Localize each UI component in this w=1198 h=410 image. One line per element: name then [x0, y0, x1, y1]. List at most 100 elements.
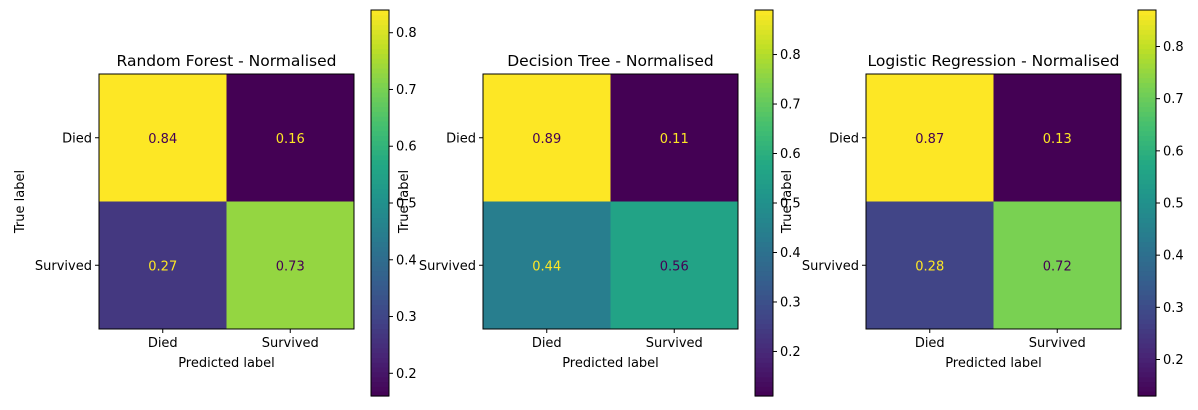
cell-value-label: 0.11: [660, 132, 689, 147]
colorbar-segment: [371, 96, 389, 103]
colorbar-segment: [1138, 24, 1156, 30]
colorbar-segment: [371, 159, 389, 165]
colorbar-segment: [371, 145, 389, 151]
colorbar-segment: [1138, 101, 1156, 108]
cell-value-label: 0.13: [1043, 132, 1072, 147]
y-tick-label: Died: [446, 131, 476, 146]
colorbar-segment: [371, 333, 389, 339]
colorbar-segment: [371, 362, 389, 368]
colorbar-segment: [1138, 43, 1156, 50]
colorbar-segment: [755, 328, 773, 334]
x-axis-label: Predicted label: [178, 356, 275, 371]
colorbar-segment: [755, 67, 773, 74]
colorbar-segment: [1138, 251, 1156, 257]
colorbar-segment: [755, 381, 773, 387]
colorbar-segment: [371, 207, 389, 214]
colorbar-segment: [755, 357, 773, 363]
colorbar-segment: [1138, 130, 1156, 137]
colorbar-segment: [371, 24, 389, 30]
matrix-cell: [226, 201, 354, 329]
colorbar-segment: [755, 376, 773, 383]
colorbar-segment: [755, 333, 773, 339]
colorbar-segment: [371, 246, 389, 252]
colorbar-segment: [1138, 362, 1156, 368]
colorbar-segment: [755, 318, 773, 325]
colorbar-segment: [1138, 328, 1156, 334]
colorbar-segment: [1138, 29, 1156, 35]
colorbar-segment: [1138, 299, 1156, 305]
colorbar-segment: [1138, 222, 1156, 228]
colorbar-segment: [1138, 212, 1156, 219]
colorbar-tick-label: 0.8: [780, 48, 801, 63]
colorbar-segment: [1138, 309, 1156, 315]
colorbar-segment: [755, 96, 773, 103]
colorbar-segment: [1138, 178, 1156, 185]
colorbar-segment: [1138, 53, 1156, 59]
colorbar-tick-label: 0.3: [1163, 301, 1184, 316]
colorbar-segment: [1138, 207, 1156, 214]
colorbar-segment: [1138, 198, 1156, 204]
cell-value-label: 0.87: [915, 132, 944, 147]
colorbar-segment: [371, 318, 389, 325]
colorbar-segment: [755, 53, 773, 59]
colorbar-segment: [755, 260, 773, 267]
colorbar-segment: [371, 270, 389, 276]
matrix-frame: [98, 73, 355, 330]
colorbar-tick-label: 0.2: [780, 345, 801, 360]
colorbar-segment: [371, 386, 389, 392]
colorbar-segment: [1138, 188, 1156, 194]
colorbar-segment: [755, 391, 773, 397]
colorbar-segment: [1138, 371, 1156, 378]
colorbar-segment: [371, 111, 389, 117]
colorbar-segment: [371, 183, 389, 190]
colorbar-segment: [1138, 174, 1156, 180]
colorbar-segment: [371, 77, 389, 83]
colorbar-segment: [371, 338, 389, 344]
matrix-cell: [993, 201, 1121, 329]
cell-value-label: 0.73: [276, 259, 305, 274]
colorbar-segment: [755, 169, 773, 175]
colorbar-segment: [1138, 280, 1156, 286]
colorbar-tick-label: 0.3: [396, 310, 417, 325]
colorbar-segment: [371, 212, 389, 219]
colorbar-tick-label: 0.6: [780, 147, 801, 162]
colorbar-segment: [371, 347, 389, 354]
colorbar-segment: [755, 222, 773, 228]
colorbar-segment: [1138, 67, 1156, 74]
colorbar-segment: [755, 120, 773, 127]
colorbar-segment: [371, 188, 389, 194]
colorbar-segment: [1138, 38, 1156, 45]
x-tick-label: Survived: [1029, 336, 1086, 351]
colorbar-segment: [371, 222, 389, 228]
colorbar-tick-label: 0.8: [1163, 40, 1184, 55]
colorbar-segment: [1138, 270, 1156, 276]
x-tick-label: Survived: [262, 336, 319, 351]
colorbar-segment: [371, 87, 389, 93]
colorbar-segment: [755, 140, 773, 146]
colorbar-segment: [1138, 96, 1156, 103]
colorbar-segment: [755, 207, 773, 214]
matrix-cell: [610, 201, 738, 329]
colorbar-segment: [1138, 289, 1156, 296]
colorbar-tick-label: 0.8: [396, 26, 417, 41]
colorbar-segment: [371, 58, 389, 64]
colorbar-segment: [1138, 154, 1156, 161]
colorbar-segment: [1138, 231, 1156, 238]
colorbar-segment: [755, 299, 773, 305]
cell-value-label: 0.16: [276, 132, 305, 147]
cell-value-label: 0.89: [532, 132, 561, 147]
colorbar-segment: [371, 53, 389, 59]
colorbar-segment: [1138, 58, 1156, 64]
cell-value-label: 0.44: [532, 259, 561, 274]
colorbar-segment: [371, 294, 389, 301]
colorbar-segment: [1138, 386, 1156, 392]
colorbar-segment: [371, 203, 389, 209]
colorbar-segment: [1138, 111, 1156, 117]
matrix-cell: [226, 74, 354, 202]
colorbar-segment: [755, 212, 773, 219]
colorbar-segment: [371, 154, 389, 161]
colorbar-segment: [1138, 333, 1156, 339]
colorbar-segment: [371, 92, 389, 98]
colorbar-segment: [1138, 125, 1156, 132]
